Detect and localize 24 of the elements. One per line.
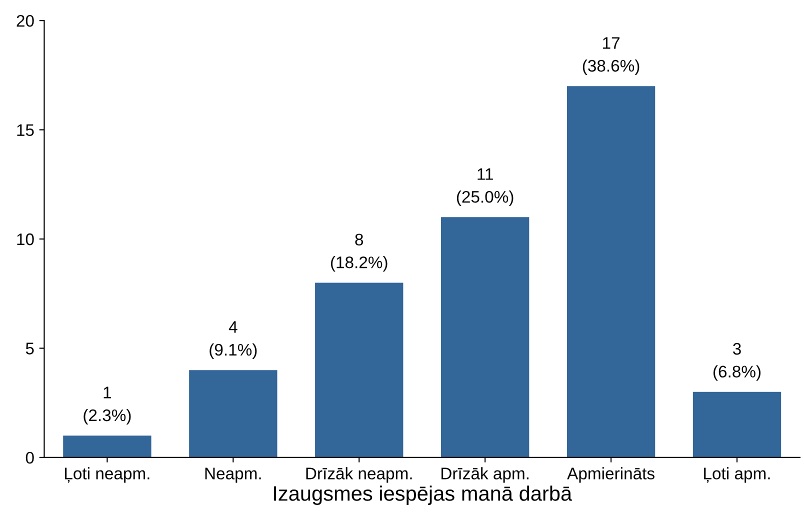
- y-tick-label: 10: [17, 233, 34, 246]
- bar: [566, 86, 656, 458]
- x-tick-label: Drīzāk neapm.: [306, 467, 412, 483]
- data-label: 1 (2.3%): [84, 386, 131, 424]
- data-label: 11 (25.0%): [456, 168, 514, 206]
- x-tick-label: Apmierināts: [567, 467, 654, 483]
- y-tick-label: 20: [16, 14, 34, 27]
- data-label: 17 (38.6%): [582, 37, 640, 75]
- y-tick-label: 0: [26, 452, 34, 464]
- x-axis-title: Izaugsmes iespējas manā darbā: [274, 486, 572, 505]
- y-tick-label: 15: [17, 124, 34, 136]
- data-label: 4 (9.1%): [210, 321, 257, 359]
- y-tick-label: 5: [26, 342, 34, 354]
- bar: [189, 370, 278, 458]
- bar: [315, 282, 404, 458]
- x-tick-label: Ļoti neapm.: [65, 467, 150, 483]
- bar: [440, 217, 530, 458]
- x-tick-label: Ļoti apm.: [704, 467, 770, 483]
- bar: [692, 392, 782, 458]
- data-label: 3 (6.8%): [713, 342, 761, 381]
- bar: [63, 436, 152, 458]
- data-label: 8 (18.2%): [330, 234, 388, 272]
- x-tick-label: Drīzāk apm.: [442, 467, 528, 483]
- x-tick-label: Neapm.: [205, 468, 261, 483]
